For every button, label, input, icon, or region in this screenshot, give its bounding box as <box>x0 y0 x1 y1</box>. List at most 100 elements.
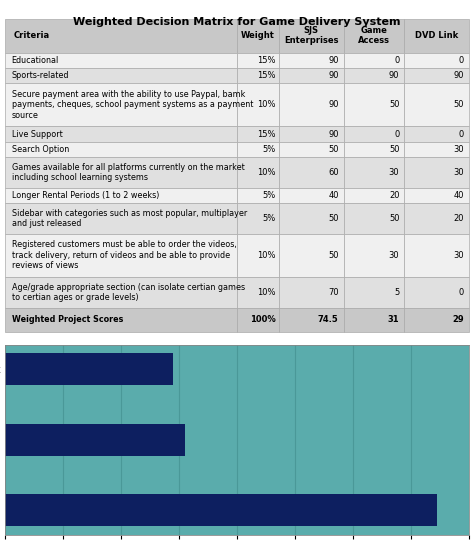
Text: 5%: 5% <box>262 191 275 200</box>
Bar <box>344 188 404 203</box>
Bar <box>344 141 404 157</box>
Text: 50: 50 <box>328 251 338 260</box>
Bar <box>5 277 237 308</box>
Bar <box>5 53 237 68</box>
Text: 5%: 5% <box>262 214 275 223</box>
Text: 30: 30 <box>454 168 464 177</box>
Text: 90: 90 <box>328 71 338 80</box>
Bar <box>237 234 279 277</box>
Bar <box>237 68 279 83</box>
Text: 15%: 15% <box>257 71 275 80</box>
Bar <box>5 424 185 456</box>
Bar <box>279 126 344 141</box>
Bar <box>404 83 469 126</box>
Bar <box>5 353 173 385</box>
Bar <box>344 53 404 68</box>
Text: 60: 60 <box>328 168 338 177</box>
Text: Age/grade appropriate section (can isolate certian games
to certian ages or grad: Age/grade appropriate section (can isola… <box>12 282 245 302</box>
Bar <box>279 68 344 83</box>
Bar <box>237 83 279 126</box>
Bar <box>344 203 404 234</box>
Text: 0: 0 <box>459 130 464 139</box>
Text: Educational: Educational <box>12 56 59 65</box>
Bar <box>279 234 344 277</box>
Text: 0: 0 <box>459 56 464 65</box>
Bar <box>344 234 404 277</box>
Bar <box>237 19 279 53</box>
Bar <box>237 141 279 157</box>
Bar <box>237 157 279 188</box>
Text: 90: 90 <box>454 71 464 80</box>
Bar <box>404 19 469 53</box>
Text: Live Support: Live Support <box>12 130 63 139</box>
Text: 5%: 5% <box>262 145 275 154</box>
Bar <box>344 83 404 126</box>
Bar <box>404 188 469 203</box>
Text: Weight: Weight <box>241 31 275 40</box>
Bar <box>5 203 237 234</box>
Bar <box>5 83 237 126</box>
Bar <box>279 53 344 68</box>
Text: Longer Rental Periods (1 to 2 weeks): Longer Rental Periods (1 to 2 weeks) <box>12 191 159 200</box>
Text: 10%: 10% <box>257 251 275 260</box>
Bar <box>344 126 404 141</box>
Text: Games available for all platforms currently on the market
including school learn: Games available for all platforms curren… <box>12 163 245 182</box>
Bar <box>5 141 237 157</box>
Text: 50: 50 <box>389 145 400 154</box>
Bar <box>404 126 469 141</box>
Text: Sidebar with categories such as most popular, multiplayer
and just released: Sidebar with categories such as most pop… <box>12 209 247 228</box>
Bar <box>5 126 237 141</box>
Bar <box>5 494 438 526</box>
Text: 29: 29 <box>452 315 464 325</box>
Text: Criteria: Criteria <box>14 31 50 40</box>
Text: 30: 30 <box>454 145 464 154</box>
Bar <box>279 83 344 126</box>
Text: 90: 90 <box>328 56 338 65</box>
Text: 10%: 10% <box>257 168 275 177</box>
Bar <box>5 234 237 277</box>
Text: 50: 50 <box>328 145 338 154</box>
Text: 20: 20 <box>389 191 400 200</box>
Bar <box>237 126 279 141</box>
Bar <box>237 53 279 68</box>
Text: 50: 50 <box>389 214 400 223</box>
Bar <box>404 308 469 332</box>
Text: DVD Link: DVD Link <box>415 31 458 40</box>
Text: Registered customers must be able to order the videos,
track delivery, return of: Registered customers must be able to ord… <box>12 240 237 271</box>
Text: 10%: 10% <box>257 288 275 297</box>
Text: 90: 90 <box>389 71 400 80</box>
Text: 50: 50 <box>389 100 400 110</box>
Bar <box>344 19 404 53</box>
Text: 90: 90 <box>328 130 338 139</box>
Bar <box>237 203 279 234</box>
Bar <box>5 68 237 83</box>
Text: 20: 20 <box>454 214 464 223</box>
Text: 5: 5 <box>394 288 400 297</box>
Text: 0: 0 <box>459 288 464 297</box>
Text: 40: 40 <box>328 191 338 200</box>
Text: 30: 30 <box>389 168 400 177</box>
Text: Search Option: Search Option <box>12 145 69 154</box>
Bar <box>404 277 469 308</box>
Bar <box>344 68 404 83</box>
Bar <box>5 19 237 53</box>
Text: 0: 0 <box>394 130 400 139</box>
Bar <box>344 157 404 188</box>
Text: Secure payment area with the ability to use Paypal, bamk
payments, cheques, scho: Secure payment area with the ability to … <box>12 90 253 120</box>
Text: 40: 40 <box>454 191 464 200</box>
Text: 15%: 15% <box>257 130 275 139</box>
Text: 10%: 10% <box>257 100 275 110</box>
Bar <box>237 308 279 332</box>
Bar <box>279 203 344 234</box>
Text: SJS
Enterprises: SJS Enterprises <box>284 26 338 45</box>
Text: 30: 30 <box>454 251 464 260</box>
Text: 31: 31 <box>388 315 400 325</box>
Bar <box>5 308 237 332</box>
Text: 50: 50 <box>328 214 338 223</box>
Text: 70: 70 <box>328 288 338 297</box>
Bar <box>5 188 237 203</box>
Bar <box>404 203 469 234</box>
Bar <box>279 308 344 332</box>
Bar <box>404 157 469 188</box>
Text: 100%: 100% <box>250 315 275 325</box>
